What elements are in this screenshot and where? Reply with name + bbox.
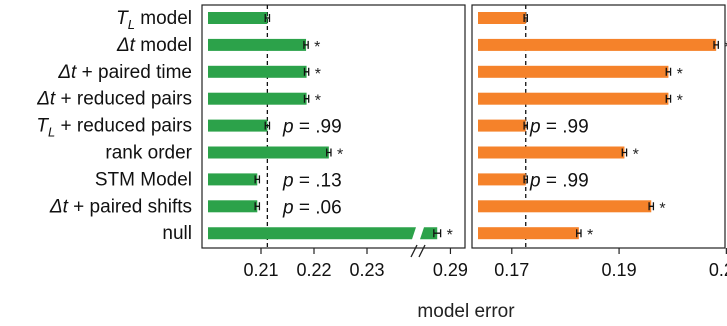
p-value-annotation: p = .13: [282, 170, 342, 191]
panel-frame: [201, 4, 466, 249]
error-bar: [433, 229, 442, 238]
bar: [478, 146, 625, 159]
bar: [208, 200, 258, 213]
error-bar: [303, 40, 309, 49]
error-bar: [254, 202, 261, 211]
p-value-annotation: p = .99: [529, 170, 589, 191]
panel-orange: * * * p = .99 * p = .99 * * 0.17 0.19 0.21: [471, 4, 727, 280]
significance-star: *: [315, 93, 321, 110]
error-bar: [254, 175, 261, 184]
bar: [208, 146, 329, 159]
error-bar: [523, 175, 528, 184]
p-value-annotation: p = .99: [282, 117, 342, 138]
bar: [208, 227, 416, 240]
bar: [208, 12, 268, 24]
error-bar: [665, 94, 672, 103]
error-bar: [303, 94, 310, 103]
bar: [478, 227, 579, 240]
row-label: null: [162, 223, 192, 244]
bar: [208, 38, 307, 51]
row-label: rank order: [105, 143, 192, 164]
x-tick-label: 0.19: [602, 260, 637, 280]
error-bar: [665, 67, 672, 76]
error-bar: [621, 148, 628, 157]
row-label: Δt + reduced pairs: [36, 89, 192, 110]
row-labels: TL model Δt model Δt + paired time Δt + red…: [36, 8, 192, 244]
significance-star: *: [633, 147, 639, 164]
bar-upper-segment: [420, 227, 438, 240]
bar: [478, 38, 717, 51]
bar: [478, 92, 669, 105]
row-label: TL + reduced pairs: [36, 116, 192, 140]
error-bar: [648, 202, 655, 211]
bar: [208, 92, 307, 105]
significance-star: *: [677, 66, 683, 83]
bar: [478, 173, 526, 186]
significance-star: *: [659, 200, 665, 217]
error-bar: [264, 121, 271, 130]
significance-star: *: [677, 93, 683, 110]
x-tick-label: 0.29: [433, 260, 468, 280]
panel-green: * * * p = .99 * p = .13 p = .06 * 0.21 0.22 0.23 0.…: [201, 4, 468, 280]
x-tick-label: 0.17: [494, 260, 529, 280]
bar: [478, 119, 526, 132]
row-label: STM Model: [95, 169, 192, 190]
row-label: Δt model: [116, 35, 192, 56]
significance-star: *: [724, 39, 727, 56]
x-tick-label: 0.22: [296, 260, 331, 280]
significance-star: *: [314, 39, 320, 56]
significance-star: *: [587, 227, 593, 244]
row-label: Δt + paired time: [57, 62, 192, 83]
x-tick-label: 0.21: [243, 260, 278, 280]
error-bar: [264, 14, 271, 22]
x-tick-label: 0.23: [349, 260, 384, 280]
row-label: Δt + paired shifts: [49, 196, 192, 217]
x-axis-title: model error: [417, 301, 515, 322]
bar: [208, 119, 268, 132]
x-tick-label: 0.21: [709, 260, 727, 280]
bar: [208, 173, 258, 186]
bar: [478, 12, 526, 24]
significance-star: *: [447, 227, 453, 244]
error-bar: [523, 14, 528, 22]
p-value-annotation: p = .06: [282, 197, 342, 218]
significance-star: *: [315, 66, 321, 83]
panel-frame: [471, 4, 726, 249]
error-bar: [303, 67, 310, 76]
significance-star: *: [337, 147, 343, 164]
error-bar: [576, 229, 582, 238]
axis-break-mark: [410, 244, 418, 258]
p-value-annotation: p = .99: [529, 117, 589, 138]
row-label: TL model: [116, 8, 192, 32]
error-bar: [326, 148, 332, 157]
error-bar: [523, 121, 528, 130]
bar: [208, 65, 307, 78]
axis-break-mark: [418, 244, 426, 258]
error-bar: [713, 40, 719, 49]
bar: [478, 65, 669, 78]
bar: [478, 200, 652, 213]
